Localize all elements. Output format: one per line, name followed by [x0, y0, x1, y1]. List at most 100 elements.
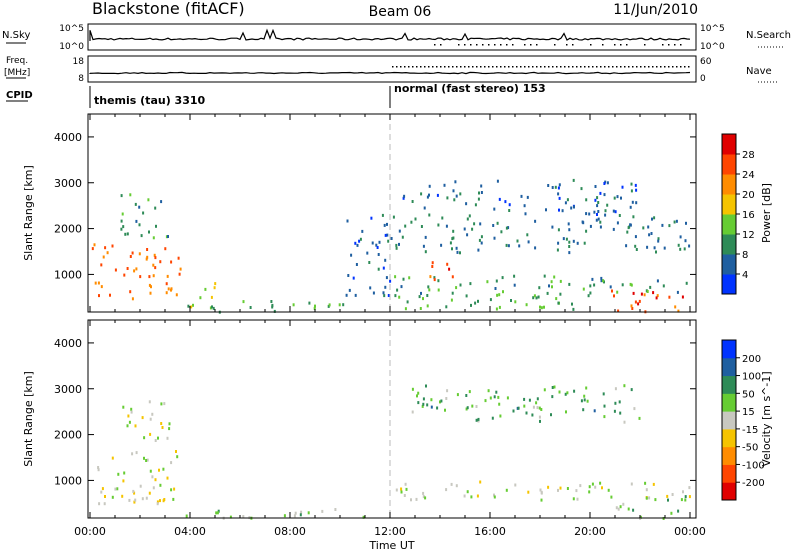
scatter-cell — [607, 488, 610, 492]
scatter-cell — [157, 436, 159, 440]
colorbar-segment — [722, 134, 736, 155]
noise-right-tick-bottom: 10^0 — [700, 42, 725, 52]
scatter-cell — [148, 283, 151, 287]
scatter-cell — [147, 198, 150, 202]
scatter-cell — [134, 424, 137, 428]
scatter-cell — [579, 484, 582, 488]
scatter-cell — [600, 276, 603, 280]
scatter-cell — [663, 246, 666, 250]
scatter-cell — [477, 248, 480, 252]
scatter-cell — [406, 300, 409, 304]
scatter-cell — [465, 407, 468, 411]
scatter-cell — [609, 285, 612, 289]
nave-dot — [564, 66, 566, 68]
noise-dot — [476, 44, 478, 46]
colorbar-tick-label: -50 — [742, 443, 758, 454]
nave-dot — [496, 66, 498, 68]
scatter-cell — [635, 248, 638, 251]
scatter-cell — [149, 291, 152, 295]
scatter-cell — [401, 235, 404, 239]
scatter-cell — [354, 241, 357, 245]
scatter-cell — [668, 224, 671, 228]
scatter-cell — [536, 397, 539, 401]
freq-trace — [89, 71, 691, 75]
scatter-cell — [617, 507, 620, 511]
x-tick-label-5: 20:00 — [574, 525, 606, 538]
nave-dot — [456, 66, 458, 68]
scatter-cell — [479, 222, 482, 226]
scatter-cell — [176, 455, 179, 459]
scatter-cell — [576, 497, 579, 501]
scatter-cell — [328, 303, 331, 307]
scatter-cell — [478, 238, 481, 242]
power-panel-frame — [87, 113, 697, 313]
scatter-cell — [603, 182, 606, 185]
scatter-cell — [599, 191, 602, 195]
scatter-cell — [428, 193, 430, 197]
colorbar-segment — [722, 464, 736, 483]
scatter-cell — [384, 285, 387, 289]
scatter-cell — [473, 222, 476, 226]
scatter-cell — [362, 515, 365, 519]
scatter-cell — [292, 303, 295, 307]
scatter-cell — [520, 194, 523, 198]
scatter-cell — [547, 485, 550, 489]
x-tick-label-4: 16:00 — [474, 525, 506, 538]
scatter-cell — [100, 285, 103, 289]
y-tick-label: 2000 — [54, 223, 82, 236]
scatter-cell — [400, 487, 403, 491]
scatter-cell — [356, 243, 359, 247]
scatter-cell — [630, 189, 633, 193]
scatter-cell — [562, 237, 565, 241]
scatter-cell — [626, 230, 629, 234]
scatter-cell — [553, 275, 556, 279]
scatter-cell — [455, 484, 458, 488]
noise-dot — [434, 44, 436, 46]
scatter-cell — [568, 240, 571, 244]
scatter-cell — [478, 191, 480, 195]
scatter-cell — [465, 294, 468, 298]
nave-dot — [516, 66, 518, 68]
noise-trace — [89, 28, 691, 41]
scatter-cell — [334, 508, 337, 511]
scatter-cell — [216, 511, 219, 515]
scatter-cell — [670, 511, 673, 515]
scatter-cell — [594, 185, 597, 188]
scatter-cell — [532, 405, 535, 409]
x-tick-label-2: 08:00 — [274, 525, 306, 538]
scatter-cell — [630, 182, 633, 186]
scatter-cell — [651, 217, 653, 221]
scatter-cell — [153, 253, 156, 257]
scatter-cell — [395, 243, 398, 247]
scatter-cell — [162, 467, 165, 471]
scatter-cell — [528, 398, 531, 402]
scatter-cell — [141, 416, 144, 420]
scatter-cell — [420, 225, 423, 228]
scatter-cell — [426, 304, 429, 308]
nave-dot — [508, 66, 510, 68]
scatter-cell — [98, 502, 101, 506]
scatter-cell — [495, 279, 498, 283]
scatter-cell — [395, 246, 398, 250]
nave-dot — [592, 66, 594, 68]
nave-dot — [464, 66, 466, 68]
scatter-cell — [606, 181, 609, 185]
scatter-cell — [158, 468, 160, 472]
scatter-cell — [100, 490, 103, 494]
scatter-cell — [612, 227, 615, 231]
scatter-cell — [580, 399, 583, 403]
y-tick-label: 1000 — [54, 474, 82, 487]
scatter-cell — [538, 406, 541, 410]
power-scatter — [91, 178, 691, 314]
scatter-cell — [134, 498, 137, 502]
nave-dot — [576, 66, 578, 68]
scatter-cell — [572, 178, 575, 182]
scatter-cell — [423, 206, 426, 210]
scatter-cell — [493, 207, 496, 211]
scatter-cell — [102, 255, 105, 259]
scatter-cell — [449, 241, 452, 245]
scatter-cell — [477, 417, 480, 421]
scatter-cell — [293, 514, 296, 518]
scatter-cell — [116, 487, 119, 491]
scatter-cell — [558, 183, 561, 187]
